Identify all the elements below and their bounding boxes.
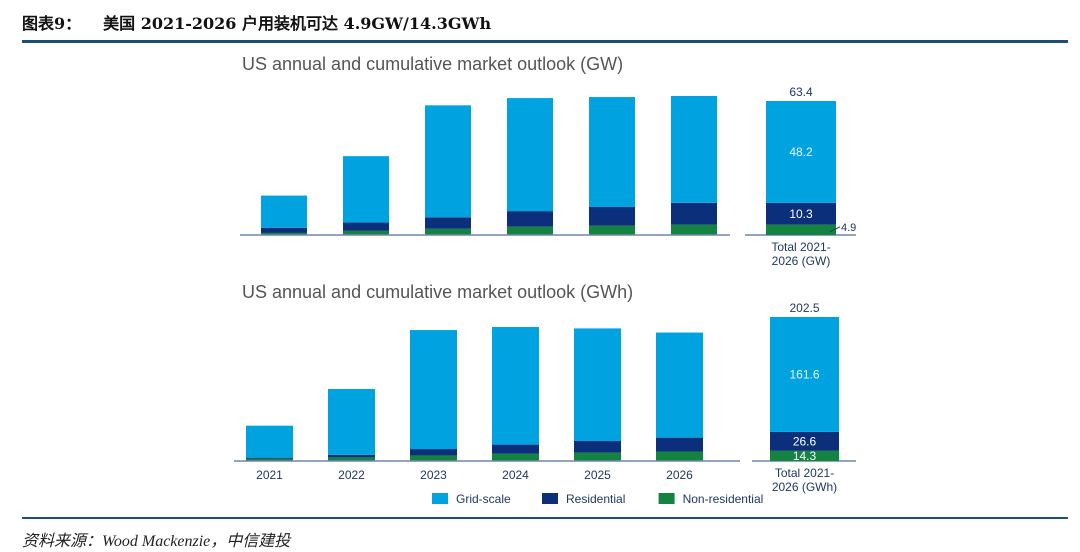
data-label-grid: 161.6 bbox=[789, 367, 819, 381]
data-label-residential: 10.3 bbox=[789, 207, 813, 221]
bar-2022-nonres bbox=[343, 230, 389, 235]
figure-title: 美国 2021-2026 户用装机可达 4.9GW/14.3GWh bbox=[103, 14, 492, 33]
bar-2024-grid bbox=[492, 327, 539, 445]
bar-2025-grid bbox=[574, 328, 621, 441]
data-label-nonres: 14.3 bbox=[793, 449, 817, 463]
bar-2023-nonres bbox=[425, 228, 471, 235]
total-category-label: 2026 (GWh) bbox=[772, 480, 837, 494]
chart-title-0: US annual and cumulative market outlook … bbox=[242, 54, 623, 74]
total-category-label: Total 2021- bbox=[775, 466, 834, 480]
bar-2021-residential bbox=[246, 457, 293, 459]
bar-2026-residential bbox=[656, 437, 703, 452]
bar-2023-residential bbox=[425, 217, 471, 229]
bar-2021-nonres bbox=[261, 232, 307, 235]
x-tick-label: 2022 bbox=[338, 468, 365, 482]
chart-title-1: US annual and cumulative market outlook … bbox=[242, 282, 633, 302]
bar-2026-grid bbox=[671, 96, 717, 203]
bar-2021-residential bbox=[261, 227, 307, 233]
bar-2024-residential bbox=[492, 444, 539, 454]
bar-2026-nonres bbox=[671, 224, 717, 235]
leader-line bbox=[829, 226, 841, 233]
bar-2022-residential bbox=[328, 454, 375, 458]
bar-2025-nonres bbox=[589, 225, 635, 235]
x-tick-label: 2023 bbox=[420, 468, 447, 482]
bar-2023-nonres bbox=[410, 455, 457, 461]
data-label-residential: 26.6 bbox=[793, 434, 817, 448]
bar-2023-residential bbox=[410, 449, 457, 456]
figure-header: 图表9： 美国 2021-2026 户用装机可达 4.9GW/14.3GWh bbox=[22, 10, 491, 34]
legend-swatch-residential bbox=[542, 493, 558, 504]
total-bar-residential bbox=[770, 431, 839, 451]
x-tick-label: 2024 bbox=[502, 468, 529, 482]
bar-2026-nonres bbox=[656, 451, 703, 461]
x-tick-label: 2026 bbox=[666, 468, 693, 482]
bar-2022-nonres bbox=[328, 457, 375, 461]
legend-label-grid: Grid-scale bbox=[456, 492, 511, 506]
x-tick-label: 2025 bbox=[584, 468, 611, 482]
legend-label-nonres: Non-residential bbox=[683, 492, 764, 506]
bar-2023-grid bbox=[410, 330, 457, 450]
bar-2022-residential bbox=[343, 222, 389, 231]
bar-2022-grid bbox=[343, 156, 389, 223]
x-tick-label: 2021 bbox=[256, 468, 283, 482]
bar-2025-nonres bbox=[574, 452, 621, 461]
bar-2025-residential bbox=[589, 206, 635, 226]
total-bar-residential bbox=[766, 202, 836, 225]
bar-2021-grid bbox=[261, 195, 307, 228]
total-sum-label: 63.4 bbox=[789, 85, 813, 99]
total-bar-nonres bbox=[766, 224, 836, 235]
total-category-label: 2026 (GW) bbox=[772, 254, 831, 268]
legend-label-residential: Residential bbox=[566, 492, 625, 506]
total-bar-nonres bbox=[770, 450, 839, 461]
bar-2026-grid bbox=[656, 332, 703, 438]
total-sum-label: 202.5 bbox=[789, 301, 819, 315]
bar-2024-grid bbox=[507, 98, 553, 212]
data-label-nonres: 4.9 bbox=[841, 222, 856, 234]
bar-2021-nonres bbox=[246, 458, 293, 461]
header-rule bbox=[22, 40, 1068, 43]
bar-2023-grid bbox=[425, 105, 471, 218]
source-note: 资料来源：Wood Mackenzie，中信建投 bbox=[22, 533, 291, 550]
bar-2024-nonres bbox=[492, 453, 539, 461]
footer-rule bbox=[22, 517, 1068, 519]
total-bar-grid bbox=[770, 317, 839, 432]
total-bar-grid bbox=[766, 101, 836, 203]
legend-swatch-grid bbox=[432, 493, 448, 504]
bar-2021-grid bbox=[246, 425, 293, 458]
bar-2025-grid bbox=[589, 97, 635, 207]
bar-2026-residential bbox=[671, 202, 717, 225]
bar-2024-residential bbox=[507, 211, 553, 227]
bar-2022-grid bbox=[328, 388, 375, 455]
legend-swatch-nonres bbox=[658, 493, 675, 504]
figure-number: 图表9： bbox=[22, 14, 82, 33]
bar-2025-residential bbox=[574, 440, 621, 453]
bar-2024-nonres bbox=[507, 226, 553, 235]
data-label-grid: 48.2 bbox=[789, 145, 813, 159]
total-category-label: Total 2021- bbox=[771, 240, 830, 254]
